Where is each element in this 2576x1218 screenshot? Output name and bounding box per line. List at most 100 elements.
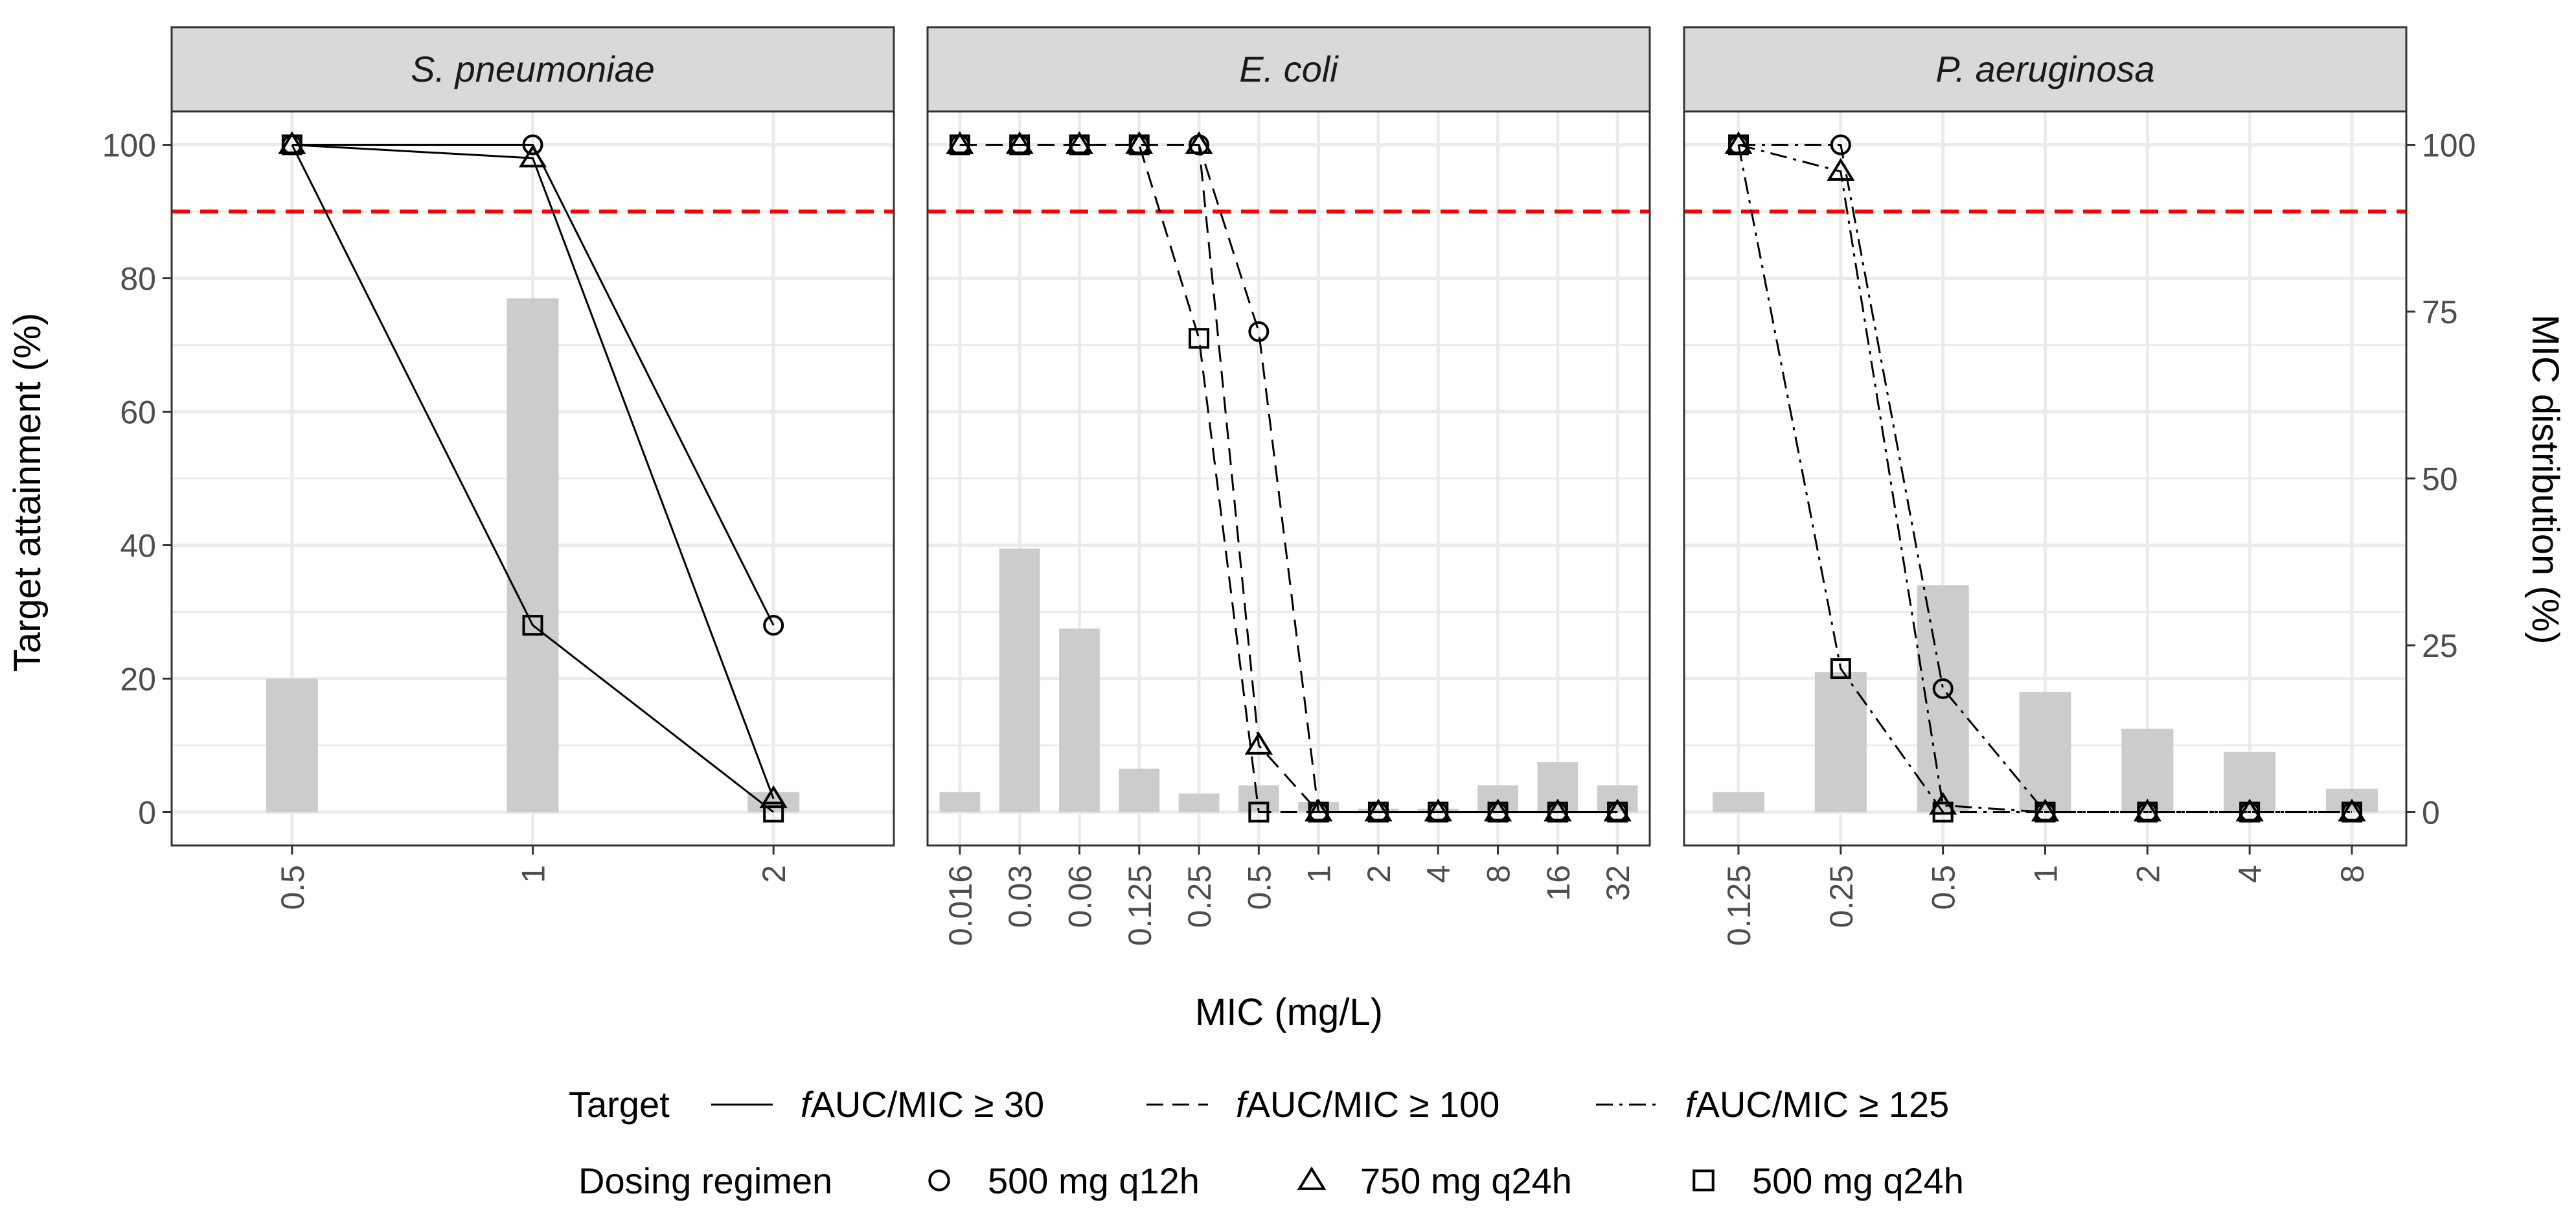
x-tick-label: 0.5 [1241, 865, 1277, 910]
x-tick-label: 8 [1481, 865, 1517, 883]
axis-titles: Target attainment (%) MIC distribution (… [6, 313, 2566, 1033]
data-point-q24 [281, 134, 302, 155]
data-point-q24 [949, 134, 970, 155]
data-point-q12 [522, 134, 543, 155]
legend: Target fAUC/MIC ≥ 30 fAUC/MIC ≥ 100 fAUC/M… [569, 1084, 1964, 1201]
y-tick-label: 60 [120, 395, 156, 431]
legend-targets: fAUC/MIC ≥ 30 fAUC/MIC ≥ 100 fAUC/MIC ≥ 12… [711, 1084, 1949, 1125]
y-tick-label: 100 [102, 128, 156, 164]
data-point-750 [1827, 157, 1855, 181]
data-point-q24 [1248, 801, 1270, 823]
mic-distribution-bar [1358, 809, 1399, 812]
mic-distribution-bar [1178, 793, 1220, 812]
y2-tick-label: 100 [2422, 128, 2476, 164]
data-point-q12 [1248, 321, 1270, 342]
series-line-750 [1738, 144, 2352, 813]
mic-distribution-bar [2019, 692, 2071, 812]
legend-label-t100: fAUC/MIC ≥ 100 [1236, 1084, 1499, 1125]
data-point-q24 [2341, 801, 2362, 823]
x-tick-label: 0.125 [1122, 865, 1158, 946]
x-tick-label: 2 [2130, 865, 2166, 883]
mic-distribution-bar [1713, 792, 1765, 812]
data-point-q24 [2137, 801, 2158, 823]
data-point-q12 [1932, 678, 1954, 699]
y-tick-label: 40 [120, 528, 156, 564]
mic-distribution-bar [999, 548, 1040, 812]
y2-axis-title: MIC distribution (%) [2524, 314, 2566, 644]
panel-title: P. aeruginosa [1935, 49, 2154, 89]
legend-label-q12: 500 mg q12h [988, 1160, 1200, 1201]
data-point-750 [1185, 131, 1213, 154]
legend-marker-q24 [1693, 1169, 1715, 1191]
legend-marker-q12 [928, 1169, 950, 1191]
data-point-q24 [763, 801, 784, 823]
x-tick-label: 2 [1361, 865, 1397, 883]
strip-background [1683, 26, 2408, 113]
data-point-q12 [1830, 134, 1851, 155]
data-point-q12 [763, 615, 784, 636]
mic-distribution-bar [939, 792, 981, 812]
data-point-q24 [1932, 801, 1954, 823]
x-tick-label: 1 [516, 865, 552, 883]
y-tick-label: 0 [138, 795, 156, 831]
data-point-750 [518, 144, 547, 168]
strip-background [170, 26, 895, 113]
x-tick-label: 0.06 [1062, 865, 1098, 928]
x-tick-label: 0.5 [275, 865, 311, 910]
data-point-q24 [1830, 658, 1851, 680]
mic-distribution-bar [266, 678, 318, 812]
data-point-q24 [1728, 134, 1750, 155]
mic-distribution-bar [1417, 809, 1459, 812]
x-tick-label: 32 [1600, 865, 1636, 901]
x-tick-label: 4 [2232, 865, 2268, 883]
mic-distribution-bar [1238, 785, 1279, 812]
data-point-q24 [1607, 801, 1628, 823]
series-line-q12 [1738, 144, 2352, 813]
x-tick-label: 0.5 [1926, 865, 1962, 910]
x-tick-label: 0.016 [942, 865, 979, 946]
mic-distribution-bar [1059, 628, 1100, 812]
panel-title: E. coli [1239, 49, 1339, 89]
data-point-q24 [1428, 801, 1449, 823]
legend-dosing-title: Dosing regimen [578, 1160, 832, 1201]
x-tick-label: 8 [2334, 865, 2371, 883]
mic-distribution-bar [1814, 672, 1867, 812]
x-tick-label: 4 [1420, 865, 1457, 883]
y-tick-label: 80 [120, 261, 156, 297]
y2-tick-label: 50 [2422, 461, 2458, 498]
legend-marker-750 [1297, 1166, 1327, 1190]
data-point-q24 [1308, 801, 1329, 823]
data-point-q24 [1547, 801, 1568, 823]
x-tick-label: 16 [1540, 865, 1577, 901]
mic-distribution-bar [2121, 728, 2174, 812]
series-line-q24 [1737, 144, 2352, 813]
data-point-q24 [1009, 134, 1031, 155]
legend-target-title: Target [569, 1084, 670, 1125]
data-point-q24 [2239, 801, 2261, 823]
x-tick-label: 0.25 [1823, 865, 1860, 928]
x-tick-label: 0.03 [1002, 865, 1038, 928]
data-point-q24 [1189, 328, 1210, 349]
x-tick-label: 0.125 [1721, 865, 1757, 946]
data-point-q24 [1128, 134, 1150, 155]
data-point-q24 [522, 615, 543, 636]
data-point-q24 [2035, 801, 2056, 823]
x-tick-label: 1 [2028, 865, 2064, 883]
legend-regimens: 500 mg q12h 750 mg q24h 500 mg q24h [928, 1160, 1964, 1201]
panel-border [926, 110, 1651, 847]
y2-tick-label: 25 [2422, 628, 2458, 664]
mic-distribution-bar [1119, 768, 1160, 812]
data-point-q24 [1367, 801, 1389, 823]
mic-distribution-bar [507, 298, 559, 812]
y-axis-title: Target attainment (%) [6, 313, 49, 672]
data-point-q24 [1487, 801, 1509, 823]
legend-label-t30: fAUC/MIC ≥ 30 [801, 1084, 1044, 1125]
x-axis-title: MIC (mg/L) [1195, 991, 1383, 1033]
data-point-750 [1244, 731, 1273, 755]
data-point-750 [759, 785, 788, 809]
series-line-750 [291, 144, 775, 799]
panel-title: S. pneumoniae [411, 49, 655, 89]
